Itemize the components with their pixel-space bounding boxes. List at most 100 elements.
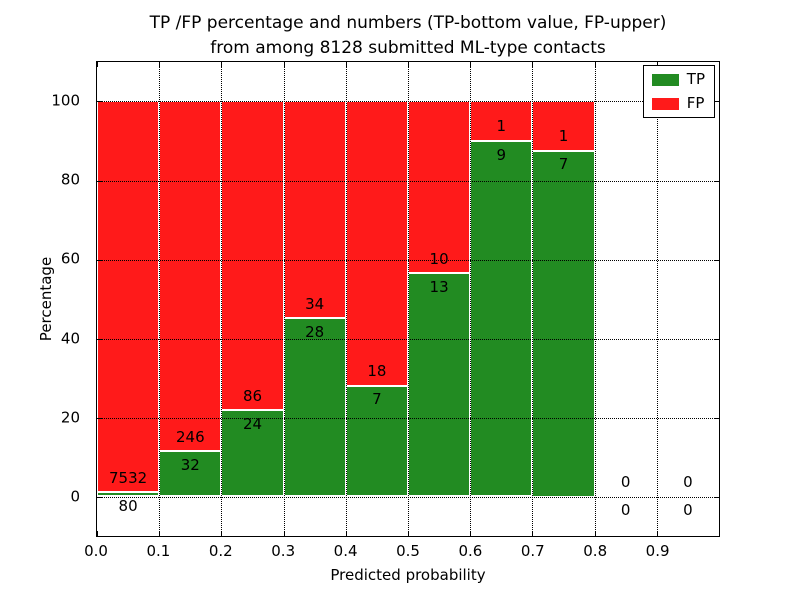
x-tick xyxy=(532,62,534,67)
x-tick xyxy=(283,62,285,67)
gridline-v xyxy=(408,62,409,536)
bar-fp xyxy=(408,101,471,274)
x-tick xyxy=(408,62,409,67)
x-tick-label: 0.6 xyxy=(458,542,483,560)
annotation-fp: 246 xyxy=(175,427,205,446)
x-tick xyxy=(345,62,347,67)
chart-title: TP /FP percentage and numbers (TP-bottom… xyxy=(96,11,720,61)
annotation-fp: 18 xyxy=(367,362,387,381)
tp-legend-swatch xyxy=(651,73,679,86)
gridline-v xyxy=(283,62,285,536)
plot-area: 7532 80 246 32 86 24 34 28 18 7 10 13 1 9 1 7 0 0 0 0 TP FP xyxy=(96,61,720,537)
annotation-fp: 1 xyxy=(558,127,569,146)
y-tick xyxy=(97,496,102,498)
annotation-fp: 0 xyxy=(683,472,693,491)
gridline-h xyxy=(97,417,719,419)
bars-layer xyxy=(97,62,719,536)
y-tick-label: 60 xyxy=(60,249,80,268)
x-axis-label: Predicted probability xyxy=(330,566,486,584)
annotation-tp: 13 xyxy=(429,277,449,296)
y-tick xyxy=(714,338,719,340)
y-tick xyxy=(97,338,102,340)
x-tick-label: 0.1 xyxy=(146,542,171,560)
y-tick xyxy=(97,101,102,103)
gridline-h xyxy=(97,180,719,182)
legend: TP FP xyxy=(642,65,715,118)
x-tick-label: 0.5 xyxy=(396,542,420,560)
x-tick xyxy=(97,62,98,67)
x-tick-label: 0.8 xyxy=(583,542,608,560)
x-tick xyxy=(283,531,285,536)
x-tick xyxy=(97,531,98,536)
fp-legend-label: FP xyxy=(686,94,705,112)
gridline-h xyxy=(97,259,719,261)
x-tick xyxy=(656,62,658,67)
annotation-tp: 7 xyxy=(558,155,569,174)
x-tick xyxy=(656,531,658,536)
gridline-v xyxy=(345,62,347,536)
x-tick xyxy=(470,62,472,67)
x-tick xyxy=(594,531,596,536)
annotation-tp: 7 xyxy=(372,390,382,409)
x-tick-label: 0.2 xyxy=(208,542,233,560)
bar-fp xyxy=(159,101,222,452)
x-tick xyxy=(594,62,596,67)
x-tick-labels: 0.0 0.1 0.2 0.3 0.4 0.5 0.6 0.7 0.8 0.9 xyxy=(84,542,720,562)
axis-ticks xyxy=(97,62,719,536)
bar-fp xyxy=(345,101,408,386)
y-tick-label: 80 xyxy=(60,170,80,189)
tp-legend-label: TP xyxy=(686,70,705,88)
annotation-fp: 0 xyxy=(620,472,631,491)
y-tick xyxy=(714,496,719,498)
annotation-tp: 28 xyxy=(305,322,325,341)
chart-title-line1: TP /FP percentage and numbers (TP-bottom… xyxy=(149,13,667,33)
gridline-v xyxy=(221,62,223,536)
bar-fp xyxy=(283,101,346,319)
bar-tp xyxy=(345,385,408,497)
y-tick-label: 100 xyxy=(51,91,80,110)
annotation-fp: 1 xyxy=(496,117,507,136)
x-tick xyxy=(345,531,347,536)
annotation-fp: 7532 xyxy=(109,468,148,487)
chart-title-line2: from among 8128 submitted ML-type contac… xyxy=(210,38,606,58)
annotation-tp: 0 xyxy=(620,501,631,520)
legend-item-fp: FP xyxy=(651,94,705,112)
y-tick-label: 0 xyxy=(70,487,80,506)
gridline-v xyxy=(532,62,534,536)
annotation-fp: 34 xyxy=(305,294,325,313)
x-tick-label: 0.0 xyxy=(84,542,108,560)
y-tick xyxy=(714,417,719,419)
gridline-v xyxy=(470,62,472,536)
annotation-fp: 86 xyxy=(242,386,263,405)
gridline-v xyxy=(656,62,658,536)
y-tick xyxy=(97,259,102,261)
y-tick-labels: 0 20 40 60 80 100 xyxy=(0,61,88,537)
x-tick xyxy=(159,62,161,67)
y-tick xyxy=(714,180,719,182)
annotation-tp: 32 xyxy=(180,455,200,474)
annotation-tp: 9 xyxy=(496,145,507,164)
annotation-tp: 0 xyxy=(683,501,693,520)
bar-tp xyxy=(283,318,346,497)
x-tick xyxy=(221,62,223,67)
x-tick-label: 0.3 xyxy=(271,542,296,560)
x-tick xyxy=(470,531,472,536)
bar-fp xyxy=(97,101,160,493)
annotation-tp: 80 xyxy=(118,496,138,515)
gridline-v xyxy=(159,62,161,536)
fp-legend-swatch xyxy=(651,97,679,110)
y-tick-label: 40 xyxy=(60,329,80,348)
gridline-h xyxy=(97,101,719,103)
annotations-layer: 7532 80 246 32 86 24 34 28 18 7 10 13 1 9 1 7 0 0 0 0 xyxy=(97,62,719,536)
annotation-fp: 10 xyxy=(429,249,449,268)
y-tick xyxy=(97,180,102,182)
x-tick xyxy=(408,531,409,536)
gridline-h xyxy=(97,338,719,340)
x-tick xyxy=(532,531,534,536)
x-tick-label: 0.4 xyxy=(333,542,358,560)
y-tick-label: 20 xyxy=(60,408,80,427)
bar-tp xyxy=(221,410,284,497)
y-tick xyxy=(714,259,719,261)
x-tick-label: 0.7 xyxy=(520,542,545,560)
